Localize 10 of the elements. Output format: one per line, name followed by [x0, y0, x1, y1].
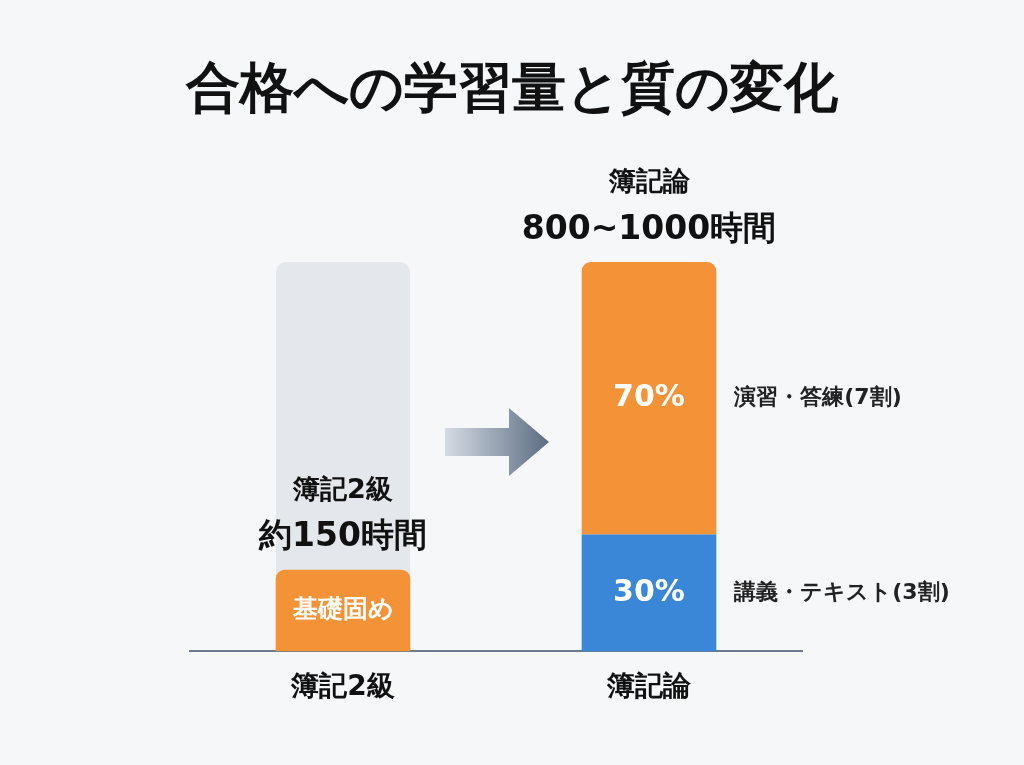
chart-title: 合格への学習量と質の変化 [184, 55, 839, 121]
data-label: 70% [613, 378, 685, 414]
annotation: 約150時間 [258, 515, 427, 555]
series-label: 演習・答練(7割) [733, 384, 902, 410]
data-label: 基礎固め [291, 594, 394, 624]
series-label: 講義・テキスト(3割) [733, 578, 950, 604]
annotation: 簿記2級 [292, 472, 393, 504]
data-label: 30% [613, 572, 685, 608]
annotation: 簿記論 [607, 165, 691, 197]
annotation: 800~1000時間 [521, 207, 777, 247]
